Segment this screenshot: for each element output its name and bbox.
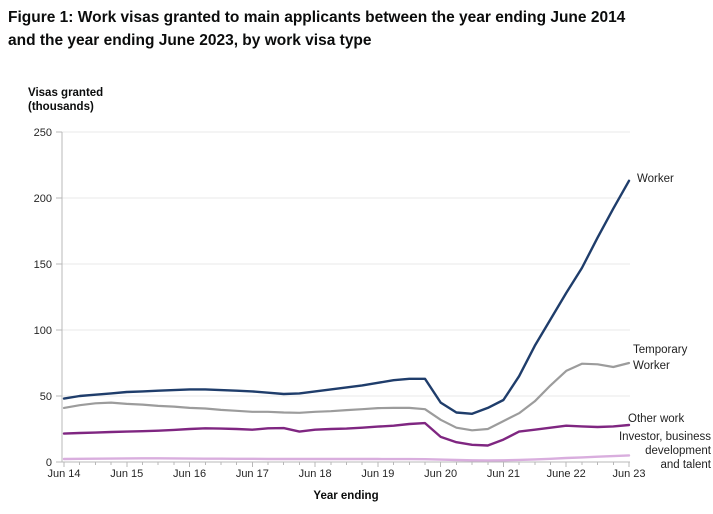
series-label-other-work: Other work (628, 412, 684, 428)
x-tick-label-Jun-14: Jun 14 (47, 468, 80, 480)
series-label-worker-text: Worker (637, 173, 674, 185)
y-tick-label-50: 50 (40, 391, 52, 403)
x-tick-label-Jun-23: Jun 23 (612, 468, 645, 480)
x-axis-title: Year ending (313, 490, 379, 502)
series-line-other-work (62, 421, 631, 447)
series-label-other-work-text: Other work (628, 413, 685, 425)
series-line-temporary-worker (62, 361, 631, 432)
x-tick-label-Jun-15: Jun 15 (110, 468, 143, 480)
series-line-investor-business-development-and-talent (62, 454, 631, 462)
x-tick-label-Jun-20: Jun 20 (424, 468, 457, 480)
series-label-investor-line-3: and talent (660, 458, 711, 471)
y-axis-title-line-1: Visas granted (28, 87, 104, 99)
x-tick-label-Jun-19: Jun 19 (361, 468, 394, 480)
series-label-investor-line-2: development (645, 444, 711, 457)
y-axis-title-line-2: (thousands) (28, 101, 94, 113)
series-label-investor-line-1: Investor, business (618, 431, 711, 443)
series-label-temporary-worker-line-2: Worker (633, 359, 670, 372)
x-tick-label-Jun-17: Jun 17 (236, 468, 269, 480)
y-tick-label-200: 200 (34, 193, 52, 205)
y-tick-label-250: 250 (34, 127, 52, 139)
figure-title-line-1: Figure 1: Work visas granted to main app… (8, 9, 626, 26)
series-label-temporary-worker: Temporary Worker (633, 343, 687, 374)
figure-title: Figure 1: Work visas granted to main app… (8, 6, 625, 52)
series-label-investor: Investor, business development and talen… (619, 431, 711, 472)
y-tick-label-0: 0 (46, 457, 52, 469)
x-tick-label-Jun-21: Jun 21 (487, 468, 520, 480)
series-line-worker (62, 179, 631, 415)
y-axis-title: Visas granted (thousands) (28, 86, 103, 114)
y-tick-label-150: 150 (34, 259, 52, 271)
y-tick-label-100: 100 (34, 325, 52, 337)
x-tick-label-Jun-16: Jun 16 (173, 468, 206, 480)
figure-title-line-2: and the year ending June 2023, by work v… (8, 32, 372, 49)
series-label-temporary-worker-line-1: Temporary (633, 344, 688, 356)
series-label-worker: Worker (637, 172, 674, 188)
x-tick-label-Jun-18: Jun 18 (299, 468, 332, 480)
x-tick-label-June-22: June 22 (547, 468, 586, 480)
